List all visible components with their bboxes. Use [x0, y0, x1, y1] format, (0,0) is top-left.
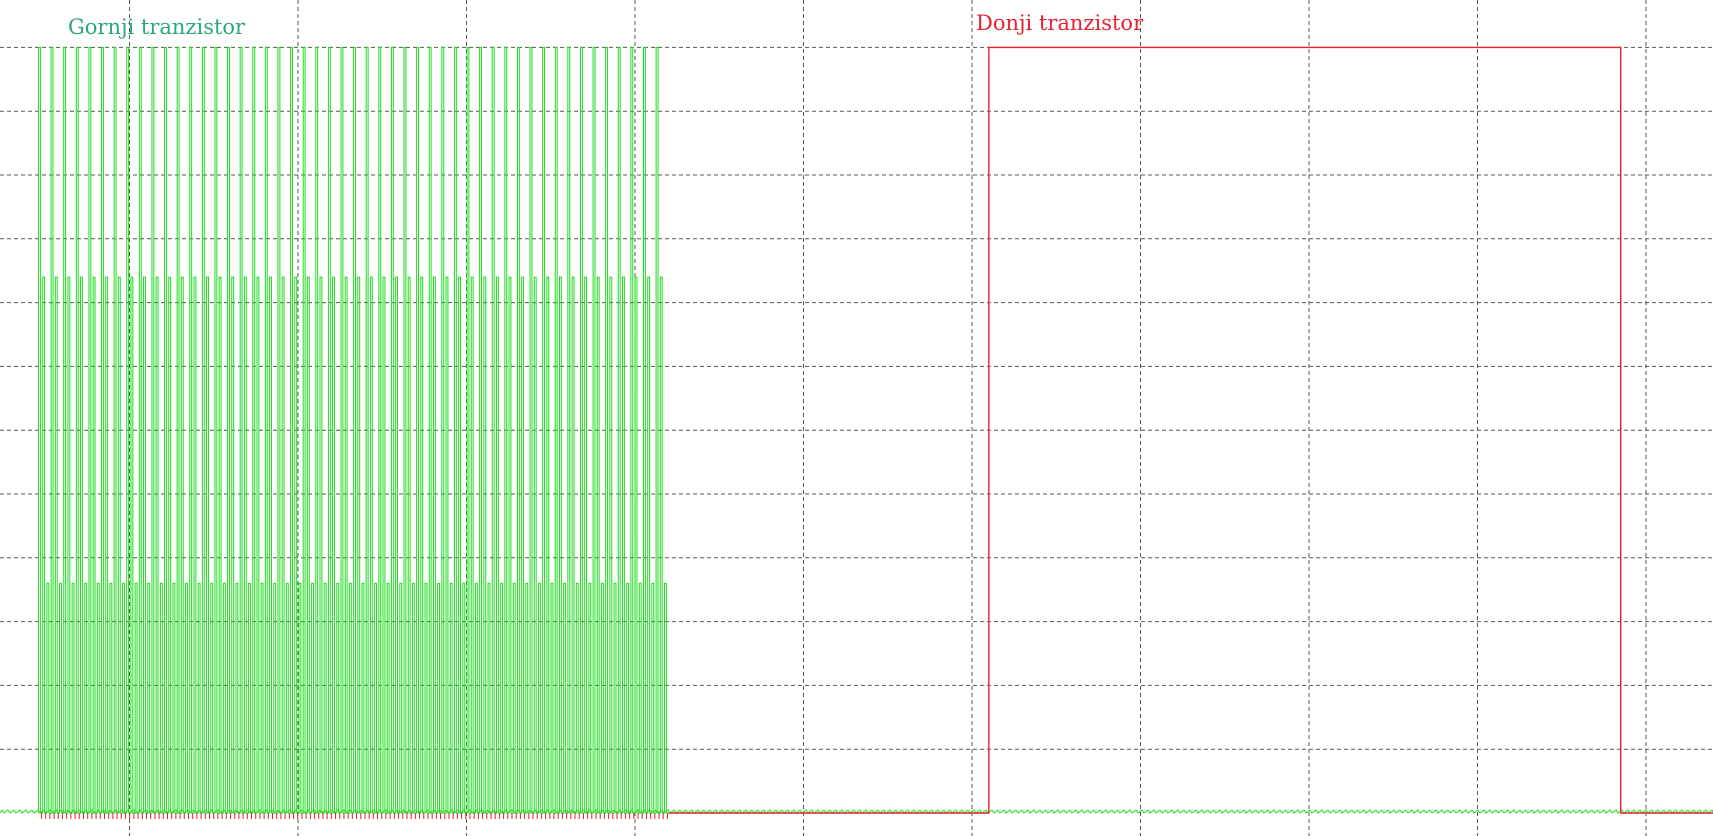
grid-vertical-lines — [129, 0, 1647, 836]
series-upper-transistor — [38, 46, 669, 814]
series-layer — [0, 46, 1713, 819]
grid-horizontal-lines — [0, 46, 1713, 750]
annotation-upper-transistor: Gornji tranzistor — [68, 15, 246, 39]
series-lower-transistor-ticks — [40, 813, 668, 819]
annotation-lower-transistor: Donji tranzistor — [976, 11, 1144, 35]
series-lower-transistor — [668, 46, 1713, 814]
